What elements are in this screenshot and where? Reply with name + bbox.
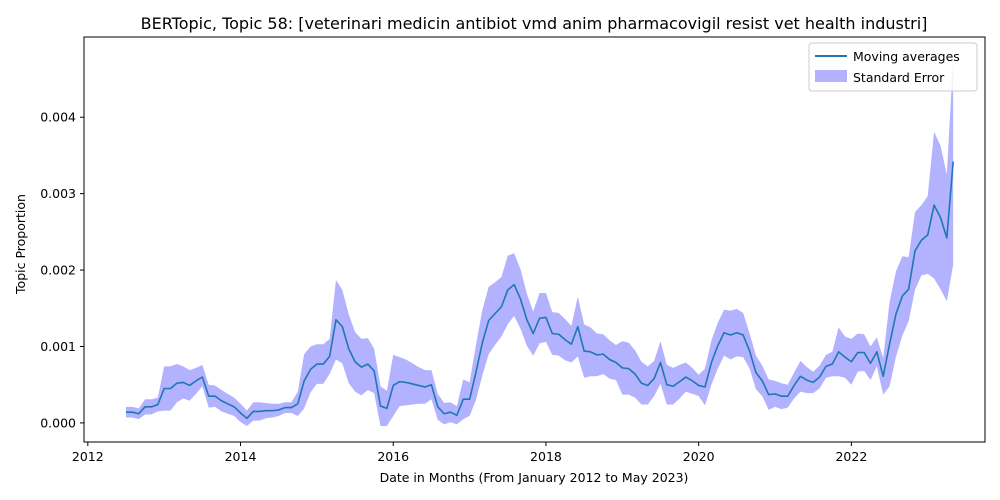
x-tick-label: 2016	[377, 449, 409, 464]
y-axis-label: Topic Proportion	[13, 194, 28, 295]
legend-label-moving-averages: Moving averages	[853, 49, 960, 64]
axes-frame	[83, 36, 986, 443]
legend-label-standard-error: Standard Error	[853, 70, 945, 85]
legend-frame	[808, 42, 978, 92]
x-tick-label: 2012	[72, 449, 104, 464]
y-tick-label: 0.001	[40, 339, 76, 354]
x-axis-label: Date in Months (From January 2012 to May…	[380, 470, 689, 485]
axes: 2012 2014 2016 2018 2020 2022 0.000 0.001 0.002 0…	[40, 36, 986, 464]
plot-area	[126, 58, 954, 426]
y-tick-label: 0.002	[40, 263, 76, 278]
chart-title: BERTopic, Topic 58: [veterinari medicin …	[141, 14, 928, 33]
x-tick-label: 2020	[683, 449, 715, 464]
legend: Moving averages Standard Error	[808, 42, 978, 92]
x-tick-label: 2018	[530, 449, 562, 464]
x-tick-label: 2022	[835, 449, 867, 464]
moving-average-line	[126, 161, 954, 420]
y-tick-label: 0.004	[40, 110, 76, 125]
x-tick-label: 2014	[225, 449, 257, 464]
legend-band-swatch	[815, 70, 847, 82]
y-tick-label: 0.003	[40, 186, 76, 201]
y-tick-label: 0.000	[40, 415, 76, 430]
